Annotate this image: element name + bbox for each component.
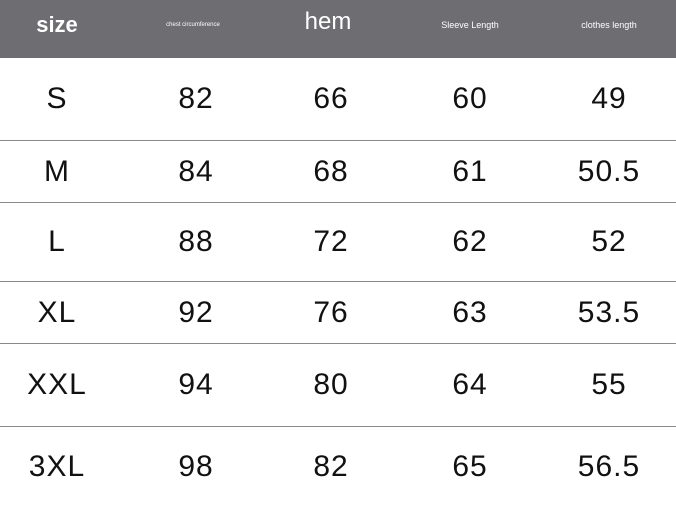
measurement-cell: 64 [452, 368, 488, 401]
measurement-cell: 63 [452, 295, 488, 329]
measurement-cell: 50.5 [577, 154, 641, 188]
measurement-cell: 72 [313, 225, 349, 258]
measurement-cell: 76 [313, 295, 349, 329]
size-cell: L [48, 225, 66, 258]
measurement-cell: 84 [178, 154, 214, 188]
header-chest: chest circumference [166, 22, 220, 28]
header-hem: hem [304, 8, 352, 35]
measurement-cell: 92 [178, 295, 214, 329]
size-cell: S [46, 82, 68, 115]
size-cell: XXL [27, 368, 87, 401]
measurement-cell: 52 [591, 225, 627, 258]
measurement-cell: 65 [452, 450, 488, 483]
measurement-cell: 56.5 [577, 450, 641, 483]
table-row: 3XL 98 82 65 56.5 [0, 427, 676, 507]
measurement-cell: 82 [178, 82, 214, 115]
table-header: size chest circumference hem Sleeve Leng… [0, 0, 676, 58]
measurement-cell: 55 [591, 368, 627, 401]
table-row: L 88 72 62 52 [0, 203, 676, 282]
measurement-cell: 61 [452, 154, 488, 188]
measurement-cell: 94 [178, 368, 214, 401]
measurement-cell: 53.5 [577, 295, 641, 329]
measurement-cell: 80 [313, 368, 349, 401]
measurement-cell: 49 [591, 82, 627, 115]
header-size: size [36, 12, 78, 37]
table-row: M 84 68 61 50.5 [0, 141, 676, 203]
header-sleeve: Sleeve Length [441, 20, 499, 30]
measurement-cell: 60 [452, 82, 488, 115]
size-cell: M [44, 154, 70, 188]
measurement-cell: 68 [313, 154, 349, 188]
size-cell: 3XL [28, 450, 86, 483]
measurement-cell: 62 [452, 225, 488, 258]
table-row: XXL 94 80 64 55 [0, 344, 676, 427]
table-row: XL 92 76 63 53.5 [0, 282, 676, 344]
size-cell: XL [37, 295, 77, 329]
measurement-cell: 98 [178, 450, 214, 483]
measurement-cell: 66 [313, 82, 349, 115]
header-length: clothes length [581, 20, 637, 30]
table-row: S 82 66 60 49 [0, 58, 676, 141]
measurement-cell: 88 [178, 225, 214, 258]
measurement-cell: 82 [313, 450, 349, 483]
